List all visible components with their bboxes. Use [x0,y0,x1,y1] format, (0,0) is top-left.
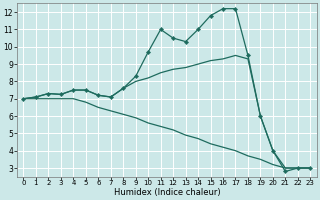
X-axis label: Humidex (Indice chaleur): Humidex (Indice chaleur) [114,188,220,197]
